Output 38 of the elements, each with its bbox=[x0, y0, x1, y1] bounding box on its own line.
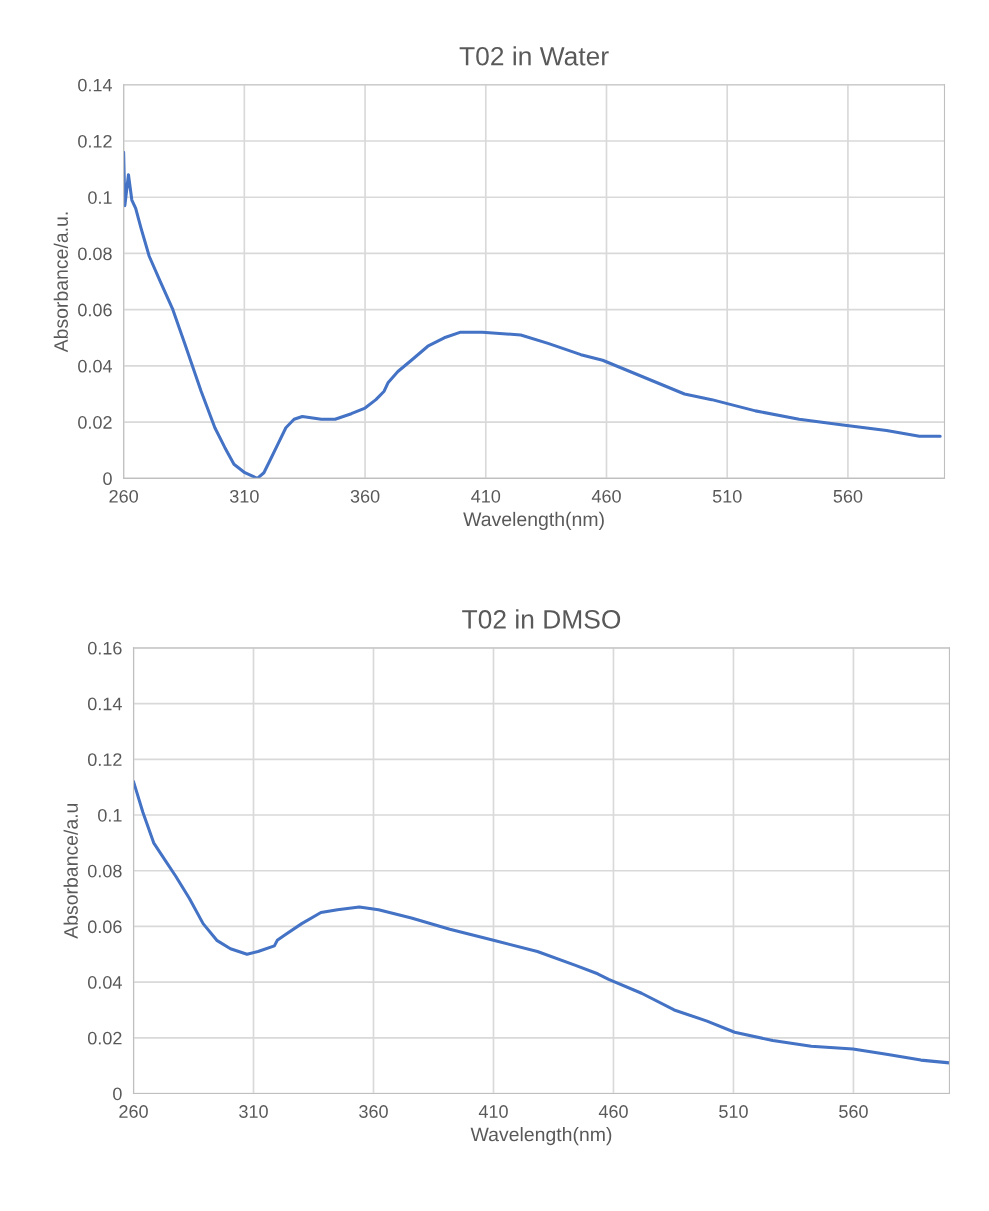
x-tick-label: 310 bbox=[239, 1105, 268, 1118]
x-axis-title: Wavelength(nm) bbox=[463, 511, 604, 530]
x-tick-label: 460 bbox=[598, 1105, 628, 1118]
y-tick-label: 0.04 bbox=[87, 976, 122, 989]
x-tick-label: 310 bbox=[229, 489, 259, 503]
x-tick-label: 260 bbox=[119, 1105, 148, 1118]
x-tick-label: 510 bbox=[712, 489, 742, 503]
y-tick-label: 0.02 bbox=[87, 1031, 122, 1045]
x-tick-label: 560 bbox=[833, 489, 863, 503]
x-tick-label: 460 bbox=[591, 489, 621, 503]
chart-title: T02 in DMSO bbox=[462, 609, 621, 629]
x-tick-label: 510 bbox=[719, 1105, 748, 1118]
y-tick-label: 0.02 bbox=[78, 416, 112, 429]
y-tick-label: 0.12 bbox=[87, 753, 122, 767]
x-tick-label: 410 bbox=[471, 489, 501, 503]
y-tick-label: 0.08 bbox=[78, 247, 112, 261]
y-tick-label: 0 bbox=[103, 472, 112, 486]
x-axis-title: Wavelength(nm) bbox=[470, 1127, 612, 1146]
y-axis-title: Absorbance/a.u bbox=[63, 803, 78, 939]
y-tick-label: 0 bbox=[113, 1087, 122, 1101]
y-tick-label: 0.06 bbox=[78, 303, 112, 317]
y-tick-label: 0.04 bbox=[78, 359, 112, 373]
y-tick-label: 0.14 bbox=[87, 697, 122, 711]
x-tick-label: 560 bbox=[839, 1105, 868, 1118]
y-tick-label: 0.1 bbox=[98, 808, 122, 822]
y-tick-label: 0.08 bbox=[87, 864, 122, 878]
y-tick-label: 0.1 bbox=[88, 191, 112, 204]
y-tick-label: 0.14 bbox=[78, 78, 112, 92]
chart-title: T02 in Water bbox=[459, 46, 609, 66]
y-tick-label: 0.12 bbox=[78, 134, 112, 148]
y-axis-title: Absorbance/a.u. bbox=[53, 212, 68, 353]
x-tick-label: 360 bbox=[350, 489, 380, 503]
line-series bbox=[133, 780, 950, 1065]
x-tick-label: 260 bbox=[109, 489, 138, 503]
y-tick-label: 0.06 bbox=[87, 920, 122, 934]
x-tick-label: 360 bbox=[359, 1105, 388, 1118]
x-tick-label: 410 bbox=[478, 1105, 508, 1118]
y-tick-label: 0.16 bbox=[87, 641, 122, 655]
